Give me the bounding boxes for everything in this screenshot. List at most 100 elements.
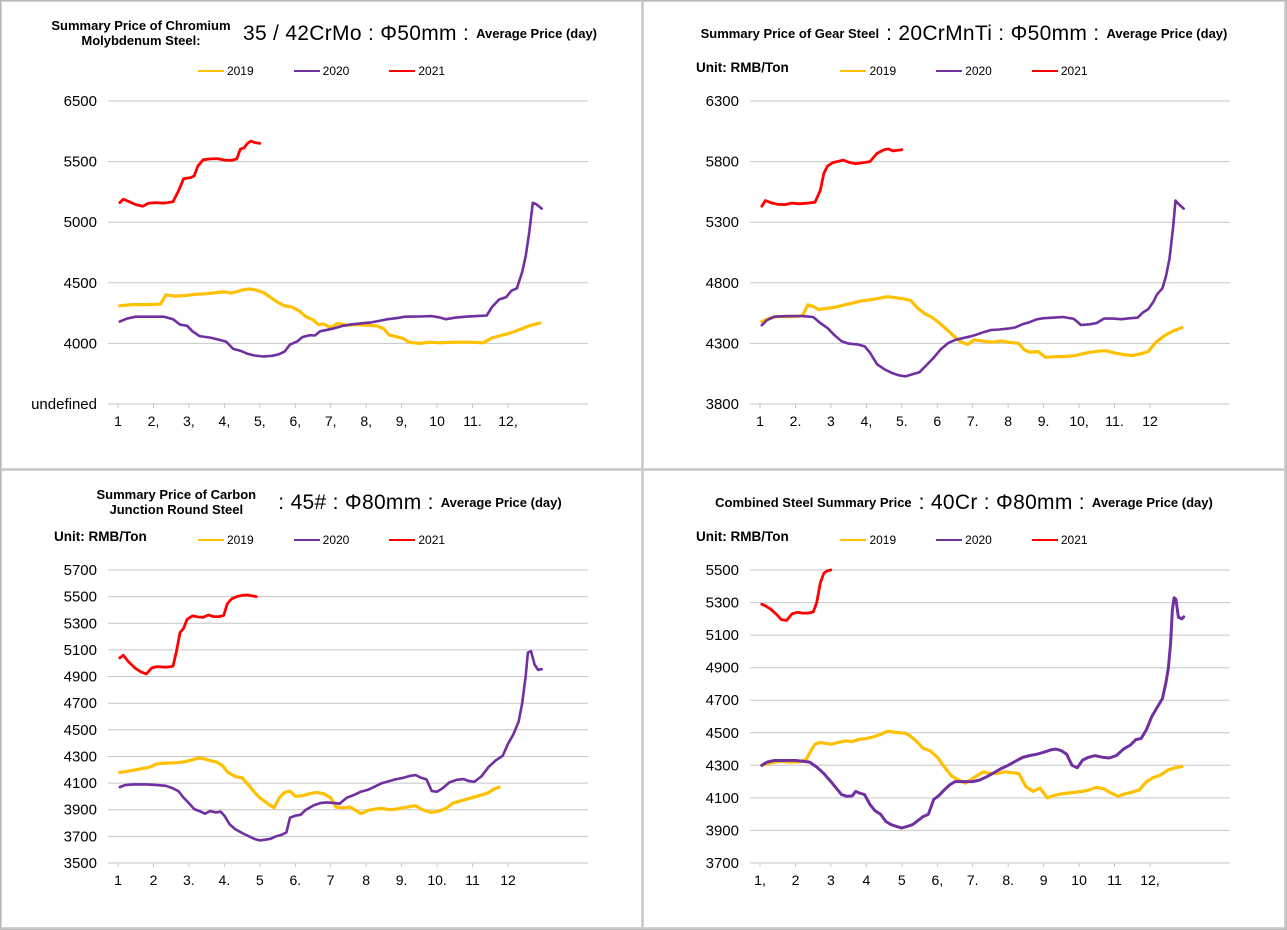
svg-text:11: 11 [465, 872, 480, 888]
legend-item-2021: 2021 [389, 533, 445, 547]
svg-text:4000: 4000 [63, 335, 96, 352]
svg-text:4300: 4300 [706, 335, 739, 352]
svg-text:5000: 5000 [63, 214, 96, 231]
unit-label: Unit: RMB/Ton [696, 60, 789, 75]
svg-text:12: 12 [500, 872, 516, 888]
svg-text:4300: 4300 [706, 757, 739, 774]
svg-text:12,: 12, [1140, 872, 1159, 888]
title-suffix: Average Price (day) [476, 25, 598, 41]
legend-label-2020: 2020 [322, 64, 350, 78]
svg-text:5100: 5100 [706, 627, 739, 644]
svg-text:10: 10 [429, 413, 445, 429]
chart-header-row: 2019 2020 2021 [2, 58, 641, 86]
svg-text:5: 5 [255, 872, 263, 888]
svg-text:undefined: undefined [31, 396, 97, 413]
svg-text:11.: 11. [1105, 413, 1123, 429]
legend-item-2021: 2021 [1031, 64, 1088, 78]
legend-line-2020-icon [936, 70, 963, 72]
price-line-chart: 6300 5800 5300 4800 4300 3800 1 2. 3 4, 5. 6 7. 8 9. 10… [706, 93, 1230, 429]
legend-line-2019-icon [840, 70, 867, 72]
svg-text:10.: 10. [427, 872, 446, 888]
svg-text:1: 1 [756, 413, 764, 429]
svg-text:4,: 4, [218, 413, 230, 429]
svg-text:11.: 11. [463, 413, 481, 429]
svg-text:5100: 5100 [63, 642, 96, 659]
legend-item-2019: 2019 [840, 533, 896, 547]
svg-text:4500: 4500 [63, 722, 96, 739]
legend-line-2020-icon [293, 70, 320, 72]
chart-title: Combined Steel Summary Price : 40Cr : Φ8… [644, 481, 1284, 525]
chart-header-row: Unit: RMB/Ton 2019 2020 2021 [644, 58, 1284, 86]
legend-item-2020: 2020 [293, 64, 350, 78]
svg-text:4700: 4700 [706, 692, 739, 709]
svg-text:6.: 6. [289, 872, 301, 888]
svg-text:5800: 5800 [706, 154, 739, 171]
svg-text:4900: 4900 [63, 669, 96, 686]
svg-text:8: 8 [1004, 413, 1012, 429]
svg-text:2: 2 [149, 872, 157, 888]
svg-text:6500: 6500 [63, 93, 96, 110]
legend-item-2020: 2020 [293, 533, 349, 547]
legend-line-2019-icon [197, 70, 224, 72]
svg-text:3900: 3900 [63, 802, 96, 819]
svg-text:3800: 3800 [706, 396, 739, 413]
svg-text:5300: 5300 [706, 214, 739, 231]
title-spec: 35 / 42CrMo : Φ50mm : [242, 22, 470, 45]
svg-text:4500: 4500 [706, 725, 739, 742]
svg-text:4100: 4100 [63, 775, 96, 792]
svg-text:11: 11 [1107, 872, 1122, 888]
legend-item-2021: 2021 [1031, 533, 1088, 547]
svg-text:9.: 9. [395, 872, 407, 888]
svg-text:1,: 1, [754, 872, 766, 888]
legend-line-2019-icon [197, 539, 224, 541]
svg-text:4300: 4300 [63, 749, 96, 766]
svg-text:8: 8 [362, 872, 370, 888]
title-suffix: Average Price (day) [1106, 25, 1228, 41]
chart-title: Summary Price of Gear Steel : 20CrMnTi :… [644, 12, 1284, 56]
svg-text:5300: 5300 [706, 595, 739, 612]
svg-text:5700: 5700 [63, 562, 96, 579]
title-spec: : 45# : Φ80mm : [278, 491, 434, 514]
svg-text:3,: 3, [183, 413, 195, 429]
legend-line-2021-icon [389, 70, 416, 72]
chart-legend: 2019 2020 2021 [644, 64, 1284, 78]
svg-text:5,: 5, [253, 413, 265, 429]
svg-text:3: 3 [827, 413, 835, 429]
svg-text:7,: 7, [324, 413, 336, 429]
legend-label-2020: 2020 [965, 533, 992, 547]
svg-text:10,: 10, [1069, 413, 1088, 429]
svg-text:10: 10 [1071, 872, 1087, 888]
title-spec: : 20CrMnTi : Φ50mm : [886, 22, 1100, 45]
svg-text:5500: 5500 [63, 589, 96, 606]
legend-item-2020: 2020 [936, 533, 992, 547]
svg-text:4,: 4, [861, 413, 873, 429]
svg-text:3: 3 [827, 872, 835, 888]
chart-panel-carbon-junction: Summary Price of Carbon Junction Round S… [1, 470, 642, 928]
legend-label-2019: 2019 [869, 64, 897, 78]
title-prefix: Summary Price of Carbon Junction Round S… [96, 487, 257, 517]
svg-text:4500: 4500 [63, 275, 96, 292]
chart-title: Summary Price of Carbon Junction Round S… [2, 481, 641, 525]
svg-text:12: 12 [1142, 413, 1158, 429]
chart-header-row: Unit: RMB/Ton 2019 2020 2021 [2, 527, 641, 555]
title-prefix: Summary Price of Gear Steel [700, 25, 880, 41]
chart-panel-gear-steel: Summary Price of Gear Steel : 20CrMnTi :… [643, 1, 1285, 469]
chart-header-row: Unit: RMB/Ton 2019 2020 2021 [644, 527, 1284, 555]
legend-line-2021-icon [1031, 539, 1058, 541]
svg-text:6300: 6300 [706, 93, 739, 110]
svg-text:5500: 5500 [706, 562, 739, 579]
legend-line-2020-icon [293, 539, 320, 541]
svg-text:2: 2 [792, 872, 800, 888]
svg-text:4.: 4. [218, 872, 230, 888]
svg-text:4100: 4100 [706, 790, 739, 807]
title-prefix: Summary Price of Chromium Molybdenum Ste… [51, 18, 231, 48]
title-suffix: Average Price (day) [1091, 494, 1213, 510]
legend-line-2021-icon [389, 539, 416, 541]
legend-item-2019: 2019 [197, 64, 254, 78]
svg-text:4: 4 [863, 872, 871, 888]
chart-legend: 2019 2020 2021 [644, 533, 1284, 547]
svg-text:6,: 6, [931, 872, 943, 888]
chart-panel-combined-steel: Combined Steel Summary Price : 40Cr : Φ8… [643, 470, 1285, 928]
